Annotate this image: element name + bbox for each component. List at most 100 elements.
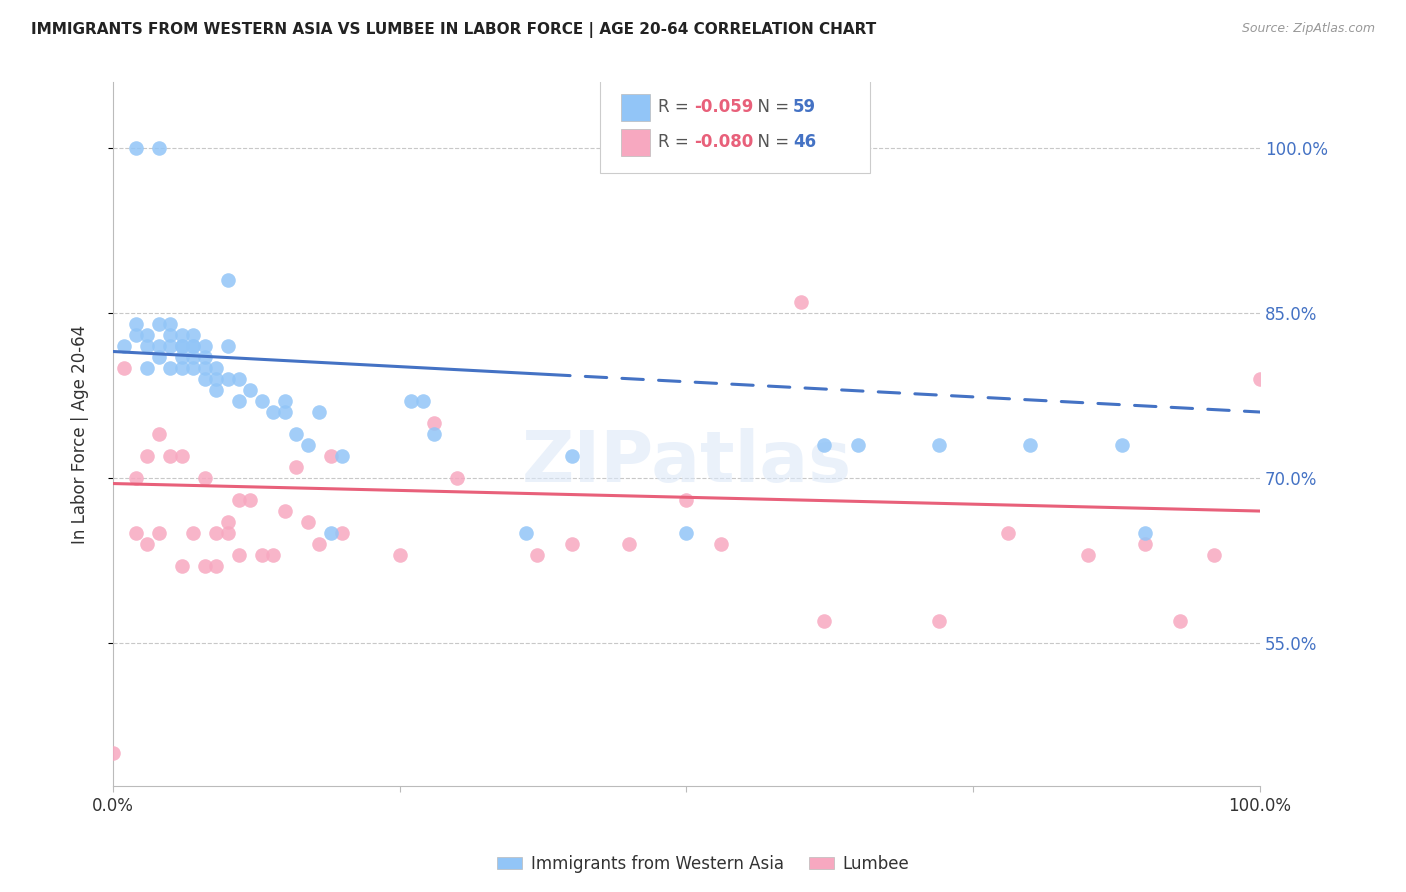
Point <box>515 526 537 541</box>
Point <box>205 526 228 541</box>
Point <box>148 427 170 442</box>
Point <box>790 295 813 310</box>
Point <box>159 339 181 353</box>
Point <box>181 361 204 376</box>
Point <box>308 537 330 551</box>
Point <box>813 614 835 628</box>
Point <box>319 526 342 541</box>
Text: N =: N = <box>747 134 794 152</box>
Point <box>319 449 342 463</box>
Point <box>136 361 159 376</box>
Text: R =: R = <box>658 134 693 152</box>
Point <box>170 559 193 574</box>
Point <box>194 471 217 485</box>
Point <box>1168 614 1191 628</box>
Point <box>217 339 239 353</box>
Point <box>675 493 697 508</box>
Point <box>446 471 468 485</box>
Point <box>561 537 583 551</box>
Point <box>1019 438 1042 452</box>
Point <box>228 394 250 409</box>
Point <box>297 515 319 529</box>
Point <box>148 339 170 353</box>
Text: N =: N = <box>747 98 794 116</box>
Point <box>308 405 330 419</box>
Point <box>170 339 193 353</box>
Point <box>101 746 124 760</box>
Text: -0.080: -0.080 <box>695 134 754 152</box>
Point <box>136 339 159 353</box>
Y-axis label: In Labor Force | Age 20-64: In Labor Force | Age 20-64 <box>72 325 89 543</box>
Point <box>136 328 159 343</box>
Point <box>1202 548 1225 562</box>
Text: R =: R = <box>658 98 693 116</box>
Point <box>205 383 228 397</box>
Text: ZIPatlas: ZIPatlas <box>522 427 852 497</box>
Point <box>228 548 250 562</box>
Point <box>205 372 228 386</box>
Point <box>423 416 446 430</box>
Point <box>1133 526 1156 541</box>
Point <box>159 449 181 463</box>
Point <box>813 438 835 452</box>
Point <box>170 339 193 353</box>
Point <box>181 339 204 353</box>
FancyBboxPatch shape <box>621 94 650 120</box>
Point <box>112 361 135 376</box>
Point <box>274 405 297 419</box>
Point <box>159 361 181 376</box>
Point <box>148 350 170 364</box>
Point <box>228 493 250 508</box>
Point <box>170 361 193 376</box>
Point <box>194 361 217 376</box>
Point <box>399 394 422 409</box>
Point <box>617 537 640 551</box>
Point <box>239 383 262 397</box>
Point <box>262 405 284 419</box>
Point <box>148 317 170 331</box>
Point <box>194 372 217 386</box>
Text: -0.059: -0.059 <box>695 98 754 116</box>
FancyBboxPatch shape <box>621 129 650 156</box>
Point <box>181 328 204 343</box>
Point <box>561 449 583 463</box>
Point <box>997 526 1019 541</box>
Point <box>194 350 217 364</box>
Text: IMMIGRANTS FROM WESTERN ASIA VS LUMBEE IN LABOR FORCE | AGE 20-64 CORRELATION CH: IMMIGRANTS FROM WESTERN ASIA VS LUMBEE I… <box>31 22 876 38</box>
Point <box>848 438 870 452</box>
Point <box>285 427 308 442</box>
Point <box>412 394 434 409</box>
Point <box>274 394 297 409</box>
Point <box>170 350 193 364</box>
Point <box>217 526 239 541</box>
Point <box>125 471 148 485</box>
Point <box>675 526 697 541</box>
Point <box>159 317 181 331</box>
Text: 46: 46 <box>793 134 815 152</box>
Point <box>136 449 159 463</box>
Point <box>526 548 548 562</box>
Point <box>159 328 181 343</box>
Point <box>181 526 204 541</box>
Point <box>181 350 204 364</box>
Point <box>194 339 217 353</box>
Point <box>1249 372 1271 386</box>
Point <box>250 394 273 409</box>
Point <box>170 328 193 343</box>
Point <box>194 559 217 574</box>
Point <box>217 515 239 529</box>
Point <box>136 537 159 551</box>
Point <box>112 339 135 353</box>
Point <box>1111 438 1133 452</box>
Point <box>181 339 204 353</box>
Point <box>239 493 262 508</box>
Point <box>205 361 228 376</box>
Text: Source: ZipAtlas.com: Source: ZipAtlas.com <box>1241 22 1375 36</box>
Point <box>423 427 446 442</box>
Point <box>274 504 297 518</box>
Point <box>330 526 353 541</box>
Point <box>388 548 411 562</box>
FancyBboxPatch shape <box>600 78 870 173</box>
Point <box>330 449 353 463</box>
Point <box>1133 537 1156 551</box>
